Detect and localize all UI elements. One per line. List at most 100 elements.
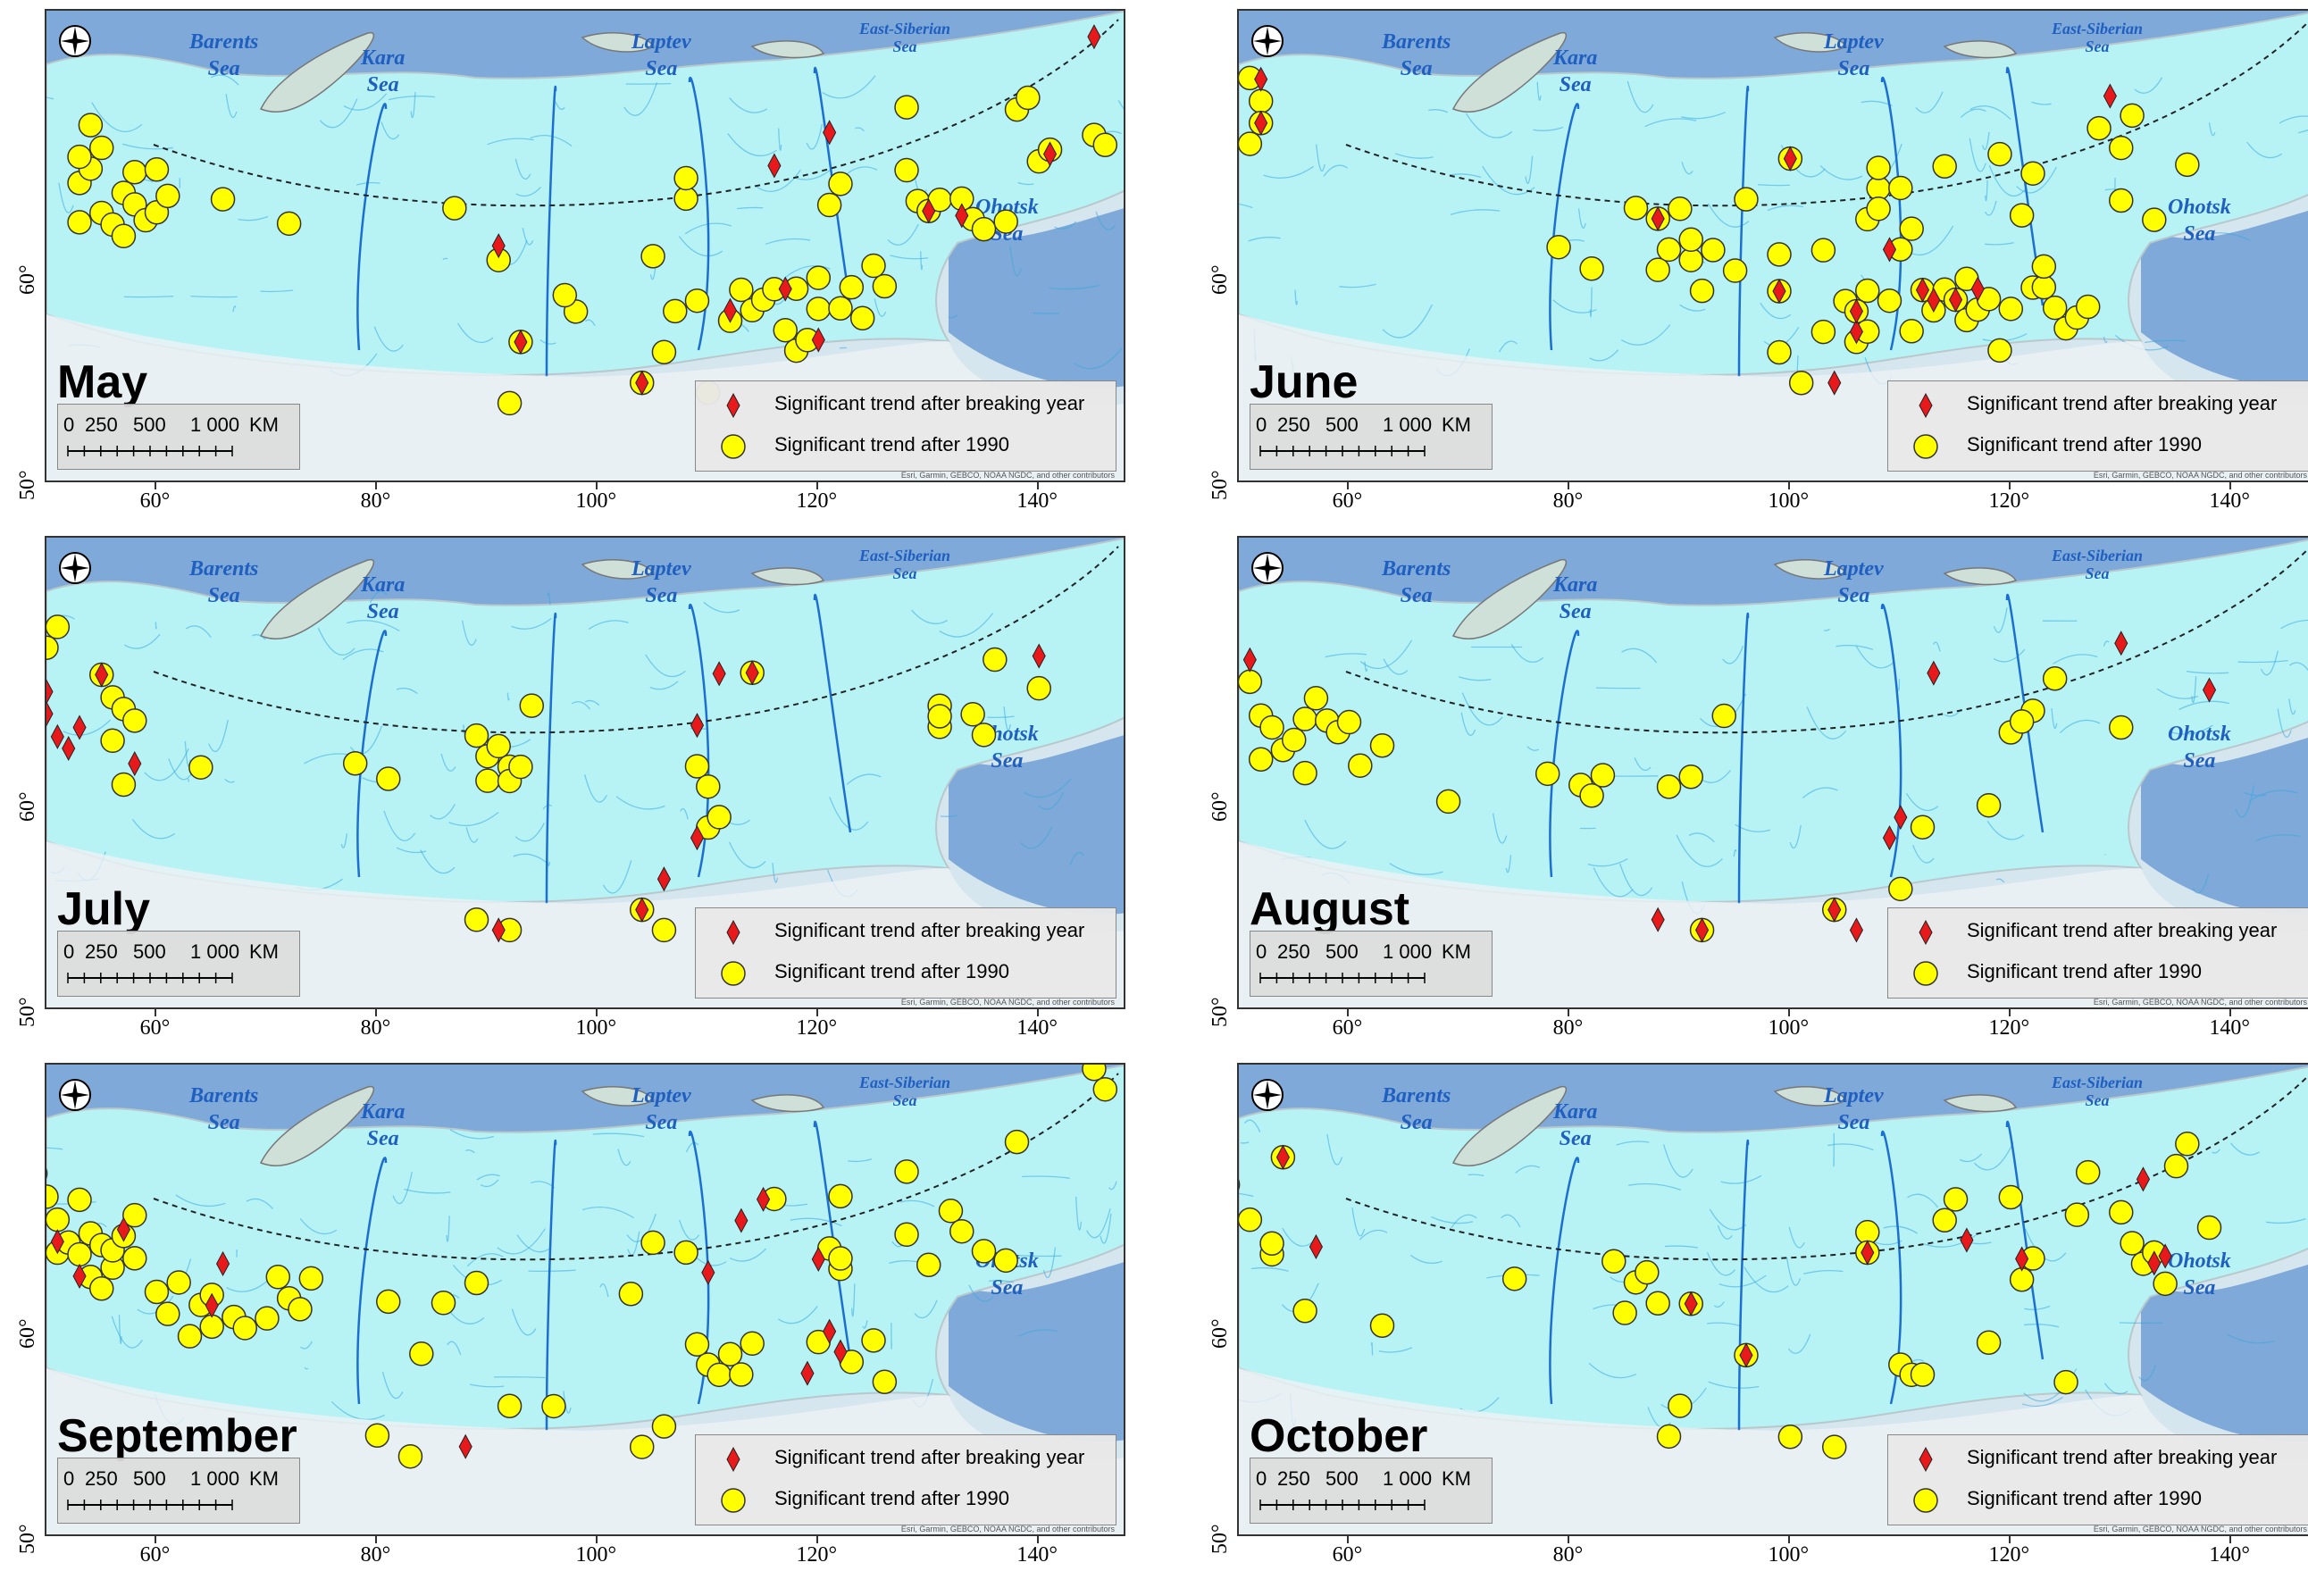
legend-label: Significant trend after 1990 <box>1967 1487 2202 1509</box>
trend-1990-circle <box>67 144 92 170</box>
x-tick-label: 120° <box>796 1016 838 1040</box>
trend-1990-circle <box>1579 256 1604 281</box>
x-tick-label: 60° <box>1332 1543 1363 1567</box>
legend-1990-row: Significant trend after 1990 <box>1888 953 2308 994</box>
scale-label: KM <box>1442 940 1471 963</box>
trend-1990-circle <box>673 186 698 212</box>
breaking-year-diamond <box>46 679 54 705</box>
x-tick <box>816 1009 819 1016</box>
breaking-year-diamond <box>491 917 506 943</box>
x-tick-label: 120° <box>1988 1543 2030 1567</box>
scale-label: 1 000 <box>190 940 240 963</box>
trend-1990-circle <box>861 253 886 279</box>
legend-label: Significant trend after breaking year <box>1967 919 2278 941</box>
x-tick <box>1037 482 1040 489</box>
x-tick <box>816 482 819 489</box>
breaking-year-diamond <box>1849 319 1863 345</box>
breaking-year-diamond <box>1087 24 1101 50</box>
breaking-year-diamond <box>823 120 837 146</box>
trend-1990-circle <box>993 1248 1018 1274</box>
trend-1990-circle <box>2109 714 2134 740</box>
breaking-year-diamond <box>1849 298 1863 324</box>
trend-1990-circle <box>2109 135 2134 161</box>
x-tick <box>2009 1536 2011 1543</box>
x-tick <box>1037 1536 1040 1543</box>
breaking-year-diamond <box>767 153 782 179</box>
trend-1990-circle <box>2031 274 2057 300</box>
trend-1990-circle <box>100 728 125 754</box>
trend-1990-circle <box>938 1199 964 1224</box>
trend-1990-circle <box>651 339 677 364</box>
legend-box: Significant trend after breaking year Sig… <box>695 1434 1116 1525</box>
east-siberian-sea-label: East-Siberian Sea <box>859 547 951 582</box>
east-siberian-sea-label: East-Siberian Sea <box>859 20 951 55</box>
map-panel-july: Barents Sea Kara Sea Laptev Sea East-Siberian S… <box>16 536 1125 1040</box>
trend-1990-circle <box>828 1246 853 1271</box>
trend-1990-circle <box>1248 747 1274 773</box>
trend-1990-circle <box>188 755 213 780</box>
trend-1990-circle <box>2109 1199 2134 1225</box>
trend-1990-circle <box>88 1275 114 1301</box>
trend-1990-circle <box>1678 247 1703 272</box>
trend-1990-circle <box>288 1297 313 1322</box>
trend-1990-circle <box>629 1434 655 1459</box>
breaking-year-diamond <box>1948 287 1963 313</box>
y-tick-label: 60° <box>16 264 39 295</box>
legend-label: Significant trend after 1990 <box>1967 433 2202 455</box>
trend-1990-circle <box>927 704 952 729</box>
trend-1990-circle <box>376 1289 401 1315</box>
trend-1990-circle <box>828 171 853 196</box>
trend-1990-circle <box>519 693 545 718</box>
trend-1990-circle <box>1292 1299 1317 1324</box>
breaking-year-diamond <box>734 1207 748 1233</box>
x-tick <box>155 1536 157 1543</box>
breaking-year-diamond <box>215 1250 230 1277</box>
trend-1990-circle <box>1656 774 1682 799</box>
trend-1990-circle <box>122 708 147 733</box>
trend-1990-circle <box>155 183 180 209</box>
markers-layer <box>1239 631 2217 943</box>
trend-1990-circle <box>2064 1202 2090 1227</box>
trend-1990-circle <box>1722 258 1748 283</box>
legend-label: Significant trend after breaking year <box>1967 392 2278 414</box>
trend-1990-circle <box>232 1316 257 1341</box>
legend-label: Significant trend after breaking year <box>774 1446 1085 1468</box>
laptev-sea-label: Laptev Sea <box>631 30 691 80</box>
trend-1990-circle <box>1239 1179 1241 1191</box>
trend-1990-circle <box>1899 216 1924 241</box>
y-tick-label: 50° <box>16 997 39 1027</box>
map-panel-october: Barents Sea Kara Sea Laptev Sea East-Siberian S… <box>1208 1063 2308 1567</box>
map-credits: Esri, Garmin, GEBCO, NOAA NGDC, and othe… <box>900 998 1115 1007</box>
breaking-year-diamond <box>756 1186 771 1212</box>
trend-1990-circle <box>1092 132 1118 157</box>
month-label: June <box>1250 356 1359 408</box>
trend-1990-circle <box>2042 666 2068 691</box>
x-tick-label: 140° <box>2209 489 2251 513</box>
yellow-circle-icon <box>1913 1488 1938 1513</box>
trend-1990-circle <box>1623 196 1649 221</box>
breaking-year-diamond <box>635 370 649 396</box>
trend-1990-circle <box>1082 1065 1107 1082</box>
east-siberian-sea-label: East-Siberian Sea <box>2052 1074 2144 1109</box>
trend-1990-circle <box>67 1241 92 1267</box>
trend-1990-circle <box>486 733 511 759</box>
trend-1990-circle <box>2163 1153 2189 1179</box>
scale-label: 0 <box>63 1467 75 1490</box>
east-siberian-sea-label: East-Siberian Sea <box>2052 547 2144 582</box>
x-tick <box>1037 1009 1040 1016</box>
legend-breaking-year-row: Significant trend after breaking year <box>1888 1439 2308 1480</box>
trend-1990-circle <box>1877 288 1902 313</box>
month-label: September <box>57 1410 297 1462</box>
trend-1990-circle <box>1678 764 1703 790</box>
legend-box: Significant trend after breaking year Sig… <box>695 380 1116 472</box>
scale-label: 0 <box>1256 940 1267 963</box>
legend-breaking-year-row: Significant trend after breaking year <box>696 912 1116 953</box>
trend-1990-circle <box>265 1265 291 1290</box>
breaking-year-diamond <box>745 660 759 686</box>
map-panel-june: Barents Sea Kara Sea Laptev Sea East-Siberian S… <box>1208 9 2308 513</box>
map-panel-september: Barents Sea Kara Sea Laptev Sea East-Siberian S… <box>16 1063 1125 1567</box>
x-tick <box>1347 1009 1350 1016</box>
